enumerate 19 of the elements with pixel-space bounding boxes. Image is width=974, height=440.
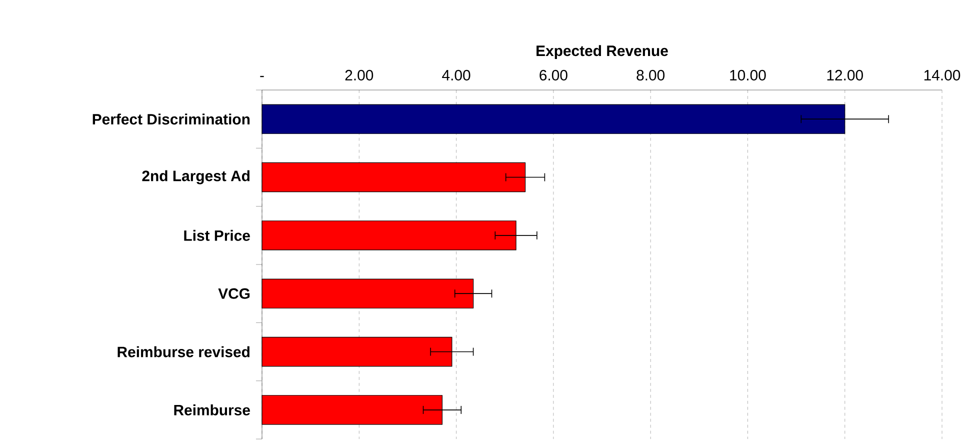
x-tick-label: -: [260, 76, 264, 78]
x-tick-label: 12.00: [827, 70, 863, 80]
x-tick-label: 4.00: [442, 70, 470, 80]
x-axis-title: Expected Revenue: [536, 45, 668, 60]
x-tick-label: 8.00: [636, 70, 665, 80]
y-tick-label: 2nd Largest Ad: [142, 170, 250, 184]
y-tick-label: List Price: [184, 230, 250, 241]
y-tick-label: VCG: [218, 288, 250, 299]
x-tick-label: 6.00: [540, 70, 568, 80]
y-tick-label: Reimburse revised: [118, 346, 250, 358]
x-tick-label: 14.00: [924, 70, 960, 80]
x-tick-label: 10.00: [730, 70, 766, 80]
x-tick-label: 2.00: [345, 70, 374, 80]
bar: [262, 104, 846, 134]
bar: [262, 162, 526, 192]
bar: [262, 278, 474, 308]
y-tick-label: Reimburse: [174, 404, 250, 416]
y-tick-label: Perfect Discrimination: [92, 114, 250, 125]
bar: [262, 336, 452, 367]
